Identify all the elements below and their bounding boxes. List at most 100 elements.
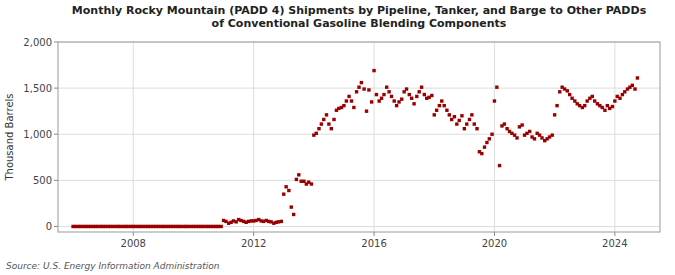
- x-grid-line: [133, 42, 134, 232]
- title: Monthly Rocky Mountain (PADD 4) Shipment…: [72, 4, 647, 30]
- point: [362, 87, 365, 90]
- x-tick-label: 2016: [361, 238, 386, 249]
- point: [433, 113, 436, 116]
- x-tick: [133, 232, 134, 236]
- y-tick-label: 1,000: [23, 129, 52, 140]
- y-grid-line: [58, 134, 660, 135]
- point: [453, 115, 456, 118]
- point: [219, 225, 222, 228]
- grid: [58, 42, 660, 232]
- point: [636, 76, 639, 79]
- x-tick-label: 2020: [482, 238, 507, 249]
- point: [555, 104, 558, 107]
- point: [442, 104, 445, 107]
- point: [613, 99, 616, 102]
- x-tick: [253, 232, 254, 236]
- point: [420, 85, 423, 88]
- point: [375, 93, 378, 96]
- point: [280, 220, 283, 223]
- point: [327, 122, 330, 125]
- point: [415, 95, 418, 98]
- point: [292, 213, 295, 216]
- y-tick-label: 0: [46, 221, 52, 232]
- point: [400, 97, 403, 100]
- point: [583, 104, 586, 107]
- point: [438, 104, 441, 107]
- point: [310, 182, 313, 185]
- x-tick-label: 2024: [602, 238, 627, 249]
- y-tick: [54, 88, 58, 89]
- point: [408, 93, 411, 96]
- point: [382, 93, 385, 96]
- y-tick: [54, 180, 58, 181]
- point: [412, 102, 415, 105]
- point: [367, 88, 370, 91]
- point: [395, 104, 398, 107]
- point: [633, 87, 636, 90]
- point: [410, 97, 413, 100]
- point: [315, 132, 318, 135]
- point: [365, 109, 368, 112]
- point: [430, 94, 433, 97]
- point: [533, 137, 536, 140]
- point: [520, 123, 523, 126]
- point: [325, 113, 328, 116]
- plot-frame: [58, 42, 660, 232]
- point: [475, 127, 478, 130]
- y-tick: [54, 134, 58, 135]
- point: [282, 192, 285, 195]
- x-grid-line: [253, 42, 254, 232]
- point: [460, 114, 463, 117]
- source-note: Source: U.S. Energy Information Administ…: [6, 261, 220, 271]
- point: [332, 118, 335, 121]
- point: [370, 100, 373, 103]
- point: [350, 99, 353, 102]
- point: [490, 133, 493, 136]
- point: [355, 90, 358, 93]
- point: [503, 122, 506, 125]
- point: [591, 95, 594, 98]
- point: [423, 93, 426, 96]
- point: [498, 164, 501, 167]
- point: [603, 109, 606, 112]
- point: [631, 84, 634, 87]
- point: [568, 93, 571, 96]
- point: [320, 122, 323, 125]
- point: [611, 105, 614, 108]
- point: [465, 122, 468, 125]
- point: [418, 90, 421, 93]
- point: [372, 69, 375, 72]
- y-tick-label: 500: [33, 175, 52, 186]
- point: [455, 122, 458, 125]
- point: [440, 99, 443, 102]
- point: [330, 127, 333, 130]
- point: [470, 113, 473, 116]
- point: [352, 106, 355, 109]
- y-tick: [54, 226, 58, 227]
- point: [295, 178, 298, 181]
- x-grid-line: [494, 42, 495, 232]
- x-tick: [494, 232, 495, 236]
- point: [287, 189, 290, 192]
- point: [322, 118, 325, 121]
- point: [528, 130, 531, 133]
- point: [495, 85, 498, 88]
- point: [390, 95, 393, 98]
- chart: Monthly Rocky Mountain (PADD 4) Shipment…: [0, 0, 675, 275]
- point: [360, 81, 363, 84]
- x-tick: [614, 232, 615, 236]
- point: [448, 113, 451, 116]
- point: [551, 133, 554, 136]
- point: [515, 136, 518, 139]
- point: [483, 145, 486, 148]
- point: [297, 173, 300, 176]
- y-axis-label: Thousand Barrels: [4, 93, 15, 181]
- point: [347, 95, 350, 98]
- point: [473, 122, 476, 125]
- y-tick-label: 2,000: [23, 37, 52, 48]
- point: [445, 109, 448, 112]
- x-tick-label: 2012: [241, 238, 266, 249]
- point: [385, 85, 388, 88]
- x-grid-line: [614, 42, 615, 232]
- point: [463, 127, 466, 130]
